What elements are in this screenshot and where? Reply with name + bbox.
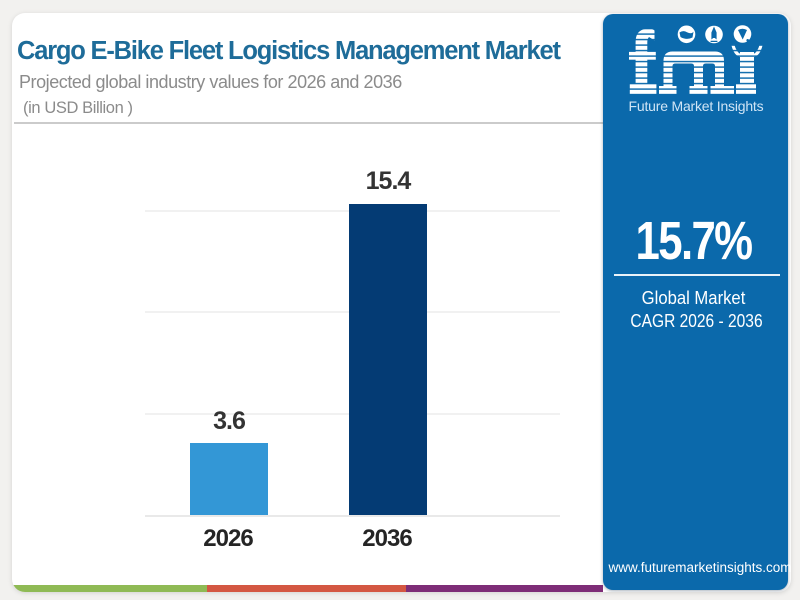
svg-text:Future Market Insights: Future Market Insights [629, 98, 764, 114]
